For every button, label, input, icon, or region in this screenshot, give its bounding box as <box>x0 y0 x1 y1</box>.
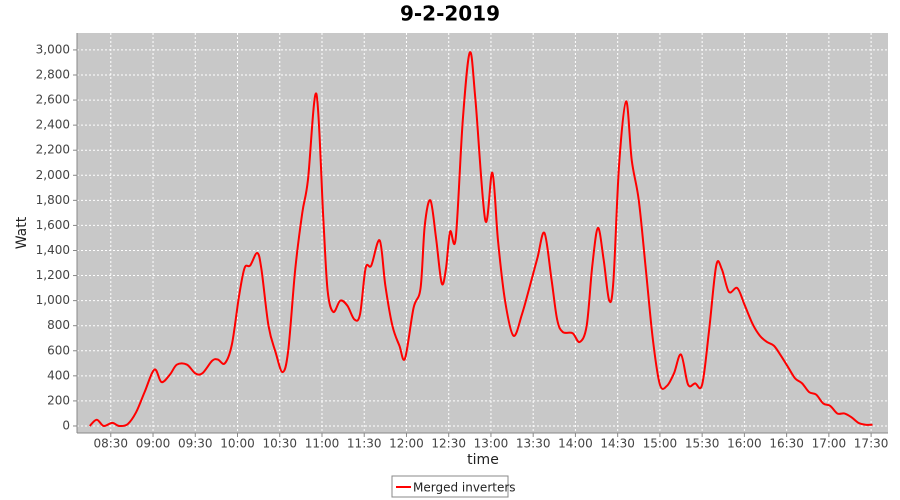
y-tick-label: 2,000 <box>36 168 70 182</box>
series-line <box>88 51 873 428</box>
x-tick-label: 09:00 <box>136 437 171 451</box>
x-tick-label: 17:30 <box>854 437 889 451</box>
plot-area <box>77 33 888 433</box>
x-tick-label: 14:00 <box>558 437 593 451</box>
x-tick-label: 16:30 <box>769 437 804 451</box>
y-tick-label: 2,400 <box>36 118 70 132</box>
x-axis-label: time <box>467 452 499 468</box>
chart-title: 9-2-2019 <box>400 2 500 26</box>
y-tick-label: 1,600 <box>36 218 70 232</box>
y-tick-label: 2,600 <box>36 93 70 107</box>
y-tick-label: 2,200 <box>36 143 70 157</box>
y-tick-label: 1,800 <box>36 193 70 207</box>
y-tick-label: 3,000 <box>36 42 70 56</box>
x-tick-label: 09:30 <box>178 437 213 451</box>
y-axis-label: Watt <box>14 216 30 249</box>
y-tick-label: 2,800 <box>36 67 70 81</box>
x-tick-label: 16:00 <box>727 437 762 451</box>
x-tick-label: 12:30 <box>431 437 466 451</box>
x-tick-label: 15:00 <box>643 437 678 451</box>
x-tick-label: 13:00 <box>474 437 509 451</box>
x-tick-label: 15:30 <box>685 437 720 451</box>
legend-label: Merged inverters <box>413 481 516 495</box>
y-tick-label: 1,200 <box>36 268 70 282</box>
y-tick-label: 0 <box>62 418 70 432</box>
x-tick-label: 17:00 <box>812 437 847 451</box>
x-tick-label: 14:30 <box>600 437 635 451</box>
legend: Merged inverters <box>391 475 516 498</box>
y-tick-label: 1,400 <box>36 243 70 257</box>
x-tick-label: 13:30 <box>516 437 551 451</box>
y-tick-label: 200 <box>47 393 70 407</box>
x-tick-label: 08:30 <box>93 437 128 451</box>
x-tick-label: 11:30 <box>347 437 382 451</box>
x-tick-label: 11:00 <box>305 437 340 451</box>
x-tick-label: 10:30 <box>262 437 297 451</box>
legend-box <box>391 475 509 498</box>
x-tick-label: 12:00 <box>389 437 424 451</box>
x-tick-label: 10:00 <box>220 437 255 451</box>
y-tick-label: 1,000 <box>36 293 70 307</box>
y-tick-label: 600 <box>47 343 70 357</box>
y-tick-label: 400 <box>47 368 70 382</box>
y-tick-label: 800 <box>47 318 70 332</box>
